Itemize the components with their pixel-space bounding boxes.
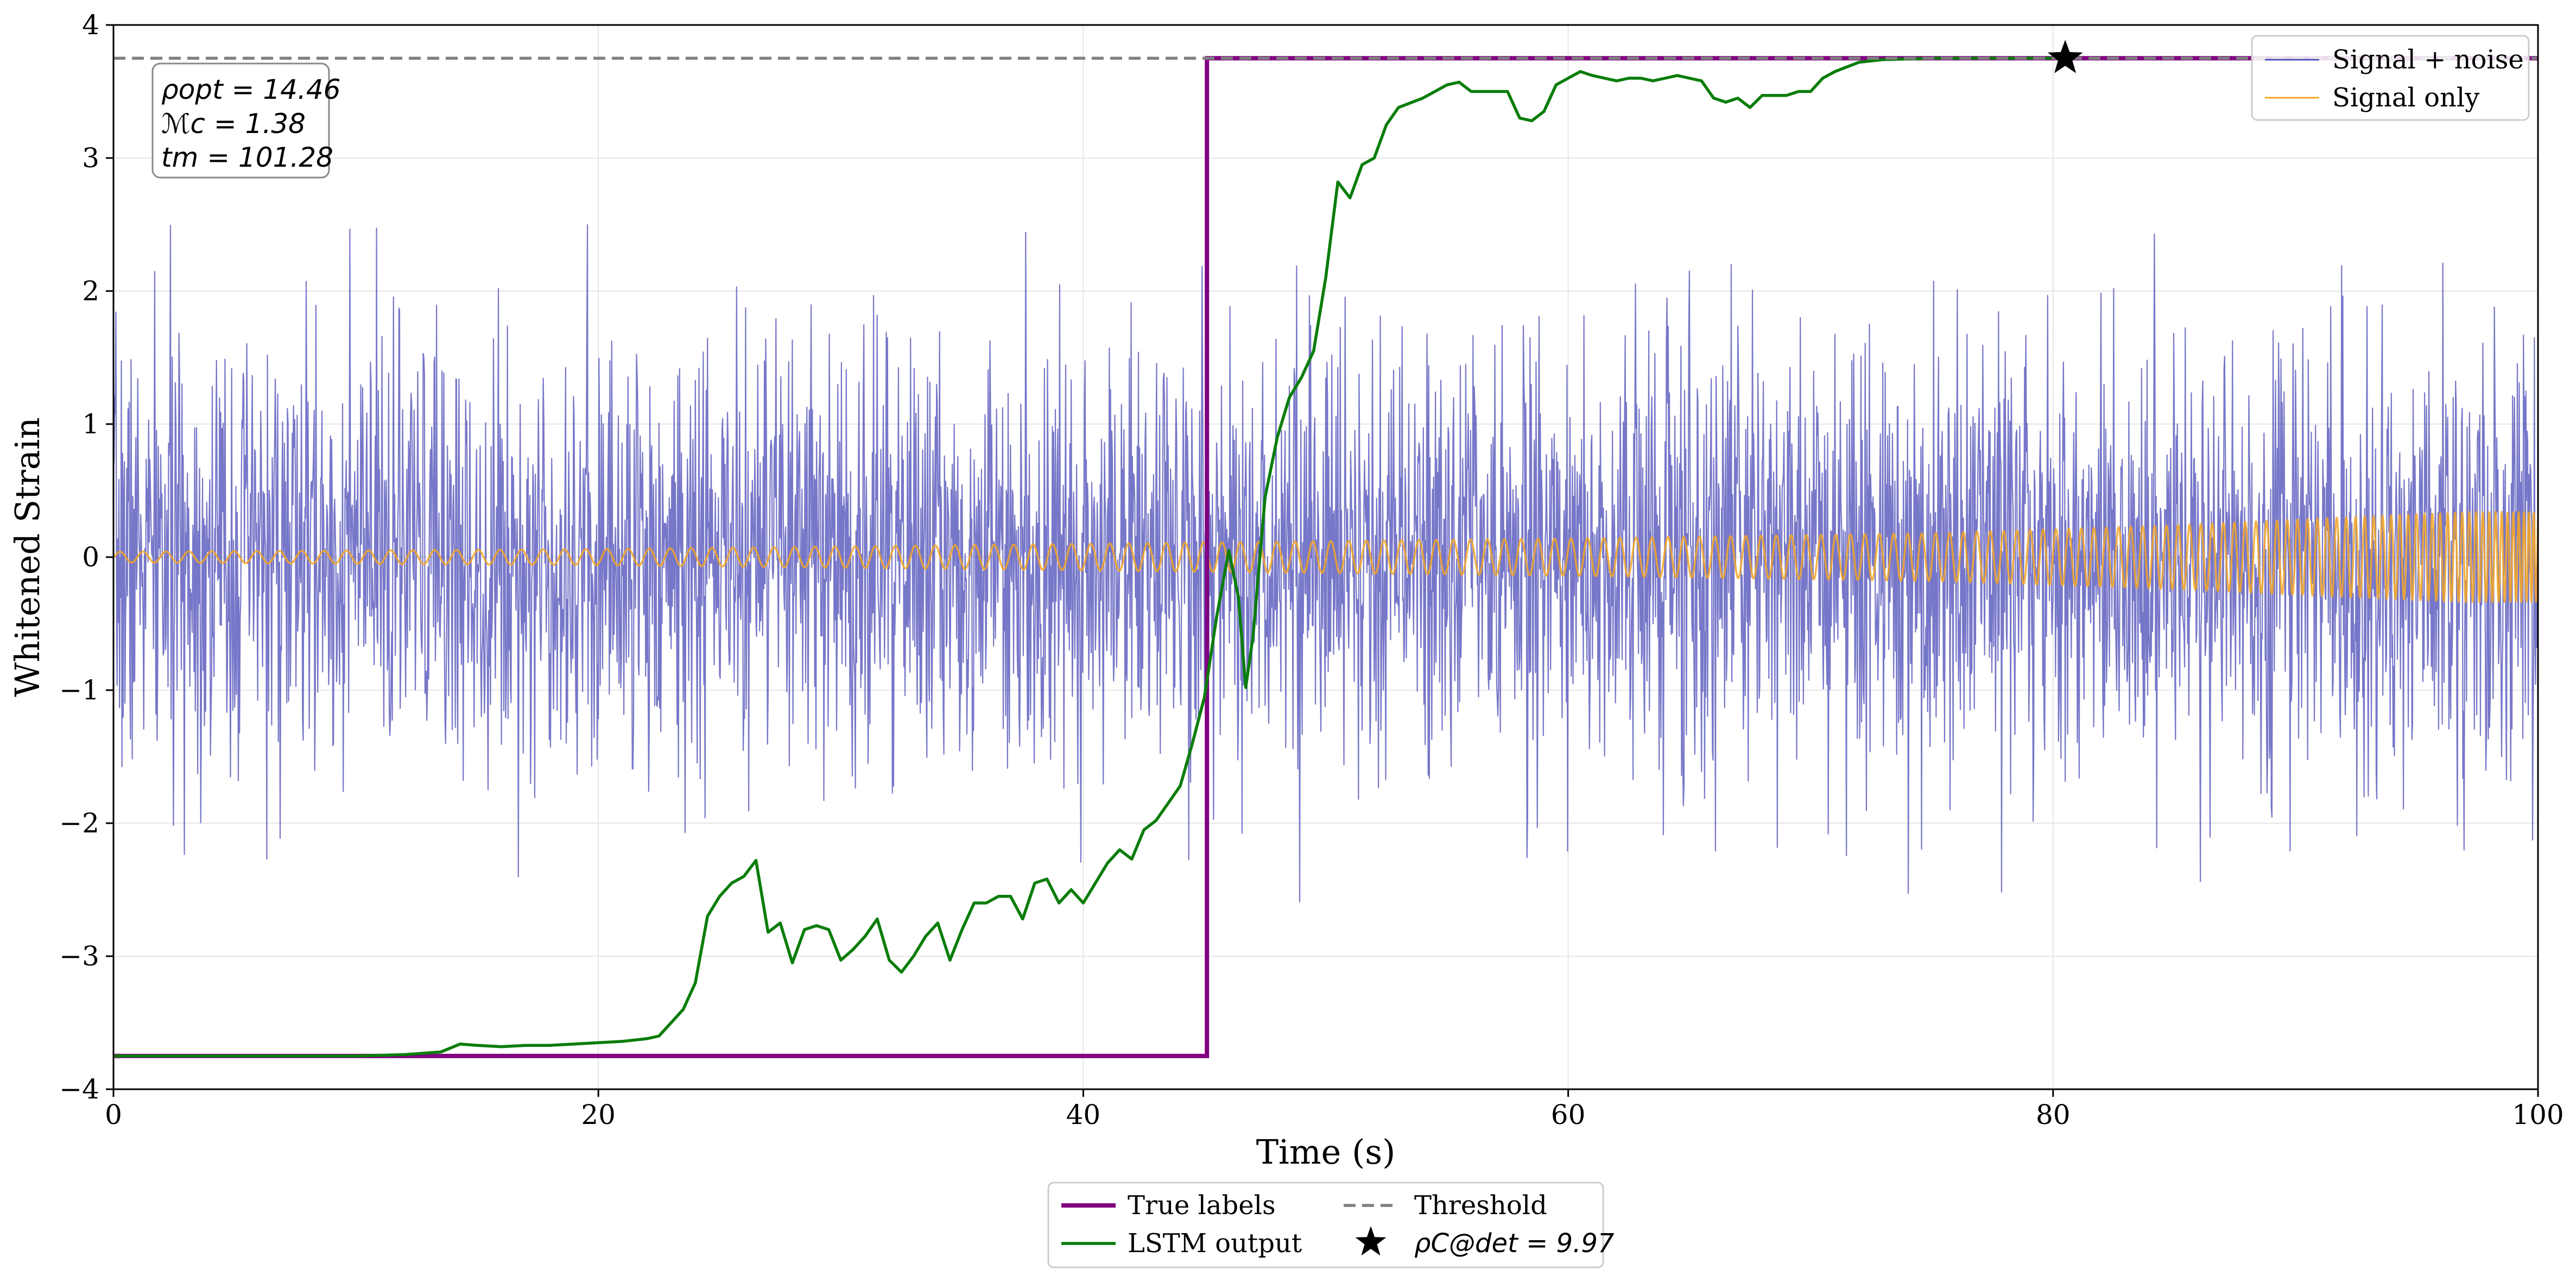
series-signal-only: [113, 510, 2538, 603]
x-tick-label: 100: [2512, 1099, 2564, 1131]
legend-bottom: True labels LSTM output Threshold ρC@det…: [1047, 1182, 1615, 1268]
plot-area: [113, 40, 2538, 1058]
x-tick-label: 40: [1066, 1099, 1101, 1131]
y-tick-label: −1: [59, 674, 99, 706]
y-tick-label: 0: [82, 541, 99, 573]
y-tick-label: 2: [82, 275, 99, 307]
annotation-rho-opt: ρopt = 14.46: [161, 74, 341, 105]
x-tick-label: 80: [2036, 1099, 2071, 1131]
x-tick-label: 0: [105, 1099, 122, 1131]
legend-signal-noise-label: Signal + noise: [2332, 45, 2524, 75]
legend-threshold-label: Threshold: [1414, 1190, 1547, 1221]
y-axis-label: Whitened Strain: [8, 418, 47, 697]
y-tick-label: 4: [82, 9, 99, 41]
legend-top-right: Signal + noise Signal only: [2251, 35, 2530, 121]
legend-true-labels-label: True labels: [1128, 1190, 1276, 1221]
x-axis-label: Time (s): [1256, 1132, 1396, 1172]
series-lstm-output: [113, 56, 2066, 1058]
y-tick-label: 3: [82, 142, 99, 174]
y-tick-label: 1: [82, 408, 99, 440]
legend-lstm-label: LSTM output: [1128, 1228, 1302, 1259]
y-tick-label: −3: [59, 940, 99, 972]
x-tick-label: 20: [581, 1099, 616, 1131]
annotation-box: ρopt = 14.46 ℳc = 1.38 tm = 101.28: [151, 62, 341, 179]
annotation-chirp-mass: ℳc = 1.38: [161, 108, 306, 140]
legend-star-icon: [1355, 1226, 1387, 1256]
y-tick-label: −4: [59, 1073, 99, 1105]
legend-detection-label: ρC@det = 9.97: [1414, 1228, 1615, 1259]
annotation-merger-time: tm = 101.28: [161, 142, 333, 173]
x-tick-label: 60: [1551, 1099, 1586, 1131]
y-tick-label: −2: [59, 807, 99, 839]
axis-ticks: 0 20 40 60 80 100 −4 −3 −2 −1 0 1 2 3 4: [59, 9, 2564, 1131]
legend-signal-only-label: Signal only: [2332, 83, 2479, 113]
detection-star-marker: [2047, 40, 2083, 73]
